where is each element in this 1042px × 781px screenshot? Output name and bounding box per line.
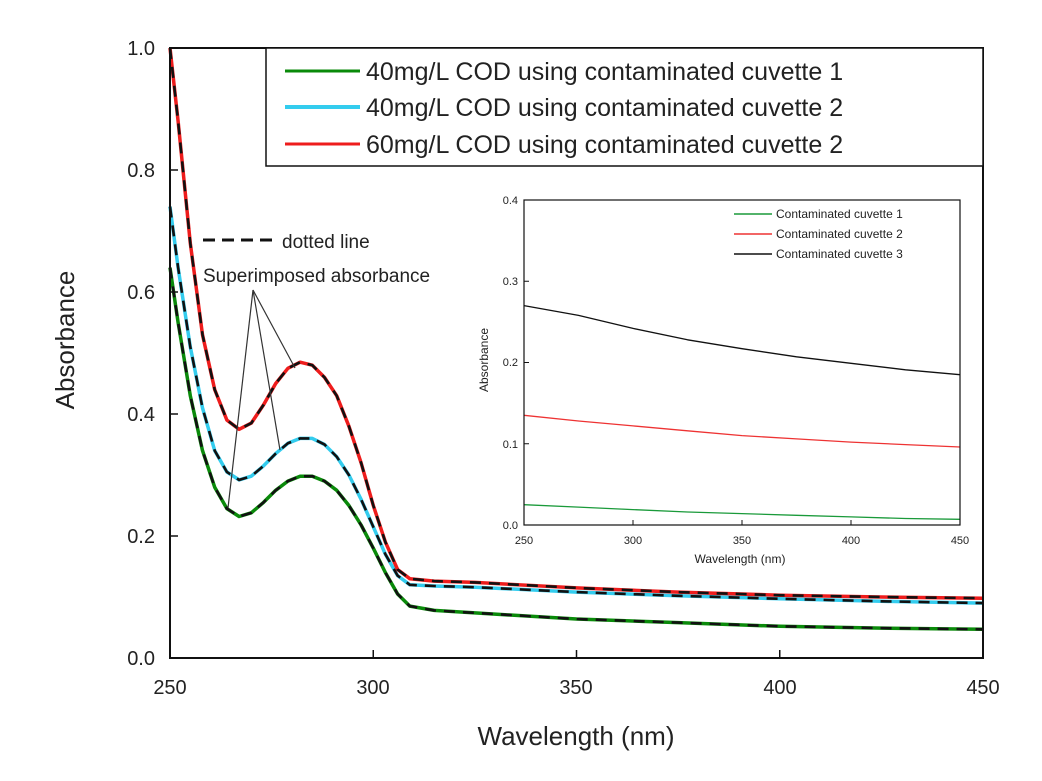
inset-legend-label-3: Contaminated cuvette 3: [776, 247, 903, 261]
inset-legend: Contaminated cuvette 1 Contaminated cuve…: [734, 207, 903, 261]
inset-chart: 0.0 0.1 0.2 0.3 0.4 250 300 350 400 450 …: [477, 195, 969, 566]
inset-y-tick-label: 0.2: [503, 357, 518, 369]
inset-x-tick-label: 450: [951, 535, 969, 547]
main-legend: 40mg/L COD using contaminated cuvette 1 …: [265, 47, 984, 167]
pointer-line: [252, 289, 296, 369]
series-line-3: [523, 304, 961, 376]
superimposed-dashed-line-3: [168, 47, 984, 600]
main-legend-box: [265, 47, 984, 167]
x-axis-label: Wavelength (nm): [478, 721, 675, 751]
main-superimposed-dashed-lines: [168, 47, 984, 631]
x-tick-label: 350: [559, 677, 592, 699]
inset-legend-label-1: Contaminated cuvette 1: [776, 207, 903, 221]
inset-y-tick-label: 0.0: [503, 520, 518, 532]
inset-y-axis-label: Absorbance: [477, 328, 491, 392]
series-line-2: [523, 414, 961, 448]
x-tick-label: 300: [356, 677, 389, 699]
superimposed-annotation: Superimposed absorbance: [203, 266, 430, 287]
x-tick-label: 450: [966, 677, 999, 699]
y-tick-label: 0.2: [127, 526, 155, 548]
inset-series-group: [523, 304, 961, 520]
x-tick-label: 250: [153, 677, 186, 699]
inset-legend-label-2: Contaminated cuvette 2: [776, 227, 903, 241]
inset-ticks: [523, 199, 961, 526]
series-line-1: [523, 504, 961, 520]
y-tick-label: 0.4: [127, 404, 155, 426]
inset-x-tick-label: 400: [842, 535, 860, 547]
y-tick-label: 0.8: [127, 160, 155, 182]
inset-y-tick-label: 0.4: [503, 195, 518, 207]
pointer-line: [252, 289, 281, 451]
main-chart: 0.0 0.2 0.4 0.6 0.8 1.0 250 300 350 400 …: [50, 38, 1000, 751]
inset-x-tick-label: 300: [624, 535, 642, 547]
inset-y-tick-label: 0.3: [503, 276, 518, 288]
y-axis-label: Absorbance: [50, 271, 80, 410]
legend-label-series-2: 40mg/L COD using contaminated cuvette 2: [366, 94, 843, 122]
main-ticks: [169, 47, 984, 659]
y-tick-label: 0.0: [127, 648, 155, 670]
pointer-line: [227, 289, 254, 509]
annotation-pointer-lines: [227, 289, 296, 509]
y-tick-label: 1.0: [127, 38, 155, 60]
inset-x-tick-label: 350: [733, 535, 751, 547]
inset-x-tick-label: 250: [515, 535, 533, 547]
dotted-line-annotation: dotted line: [282, 232, 370, 253]
superimposed-dashed-line-2: [168, 206, 984, 605]
superimposed-dashed-line-1: [168, 267, 984, 631]
legend-label-series-3: 60mg/L COD using contaminated cuvette 2: [366, 131, 843, 159]
x-tick-label: 400: [763, 677, 796, 699]
inset-x-axis-label: Wavelength (nm): [695, 552, 786, 566]
legend-label-series-1: 40mg/L COD using contaminated cuvette 1: [366, 58, 843, 86]
y-tick-label: 0.6: [127, 282, 155, 304]
inset-y-tick-label: 0.1: [503, 439, 518, 451]
